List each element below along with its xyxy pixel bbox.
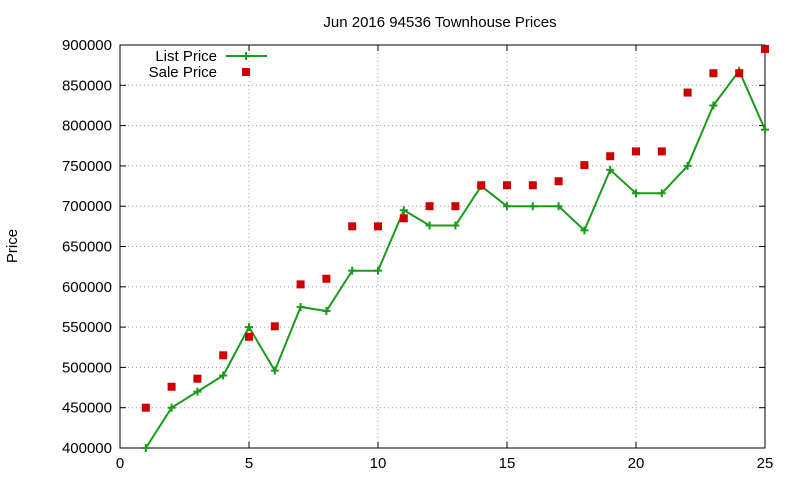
sale-price-point xyxy=(735,69,744,78)
sale-price-point xyxy=(296,280,305,289)
list-price-point xyxy=(167,403,176,412)
y-axis-label: Price xyxy=(4,229,21,263)
sale-price-point xyxy=(554,177,563,186)
y-tick-label: 650000 xyxy=(62,239,112,256)
y-tick-label: 550000 xyxy=(62,319,112,336)
y-tick-label: 600000 xyxy=(62,279,112,296)
sale-price-point xyxy=(632,147,640,156)
legend-marker-list-price xyxy=(242,52,250,60)
list-price-point xyxy=(580,226,589,235)
y-tick-label: 800000 xyxy=(62,118,112,135)
sale-price-point xyxy=(761,45,769,54)
list-price-point xyxy=(296,302,305,311)
y-tick-label: 850000 xyxy=(62,77,112,94)
sale-price-point xyxy=(580,161,589,170)
sale-price-point xyxy=(270,322,279,331)
x-tick-label: 15 xyxy=(499,455,516,472)
list-price-point xyxy=(270,366,279,375)
legend-label-list-price: List Price xyxy=(155,48,217,65)
sale-price-point xyxy=(141,403,150,412)
sale-price-point xyxy=(657,147,666,156)
sale-price-point xyxy=(709,69,718,78)
list-price-point xyxy=(425,221,434,230)
list-price-point xyxy=(322,306,331,315)
list-price-point xyxy=(219,371,228,380)
list-price-point xyxy=(683,161,692,170)
list-price-point xyxy=(141,444,150,452)
list-price-point xyxy=(709,101,718,110)
list-price-point xyxy=(193,387,202,396)
list-price-point xyxy=(503,202,511,211)
sale-price-point xyxy=(451,202,460,211)
list-price-point xyxy=(657,189,666,198)
legend-label-sale-price: Sale Price xyxy=(149,64,217,81)
x-tick-label: 10 xyxy=(370,455,387,472)
list-price-point xyxy=(606,165,615,174)
sale-price-point xyxy=(245,332,253,341)
list-price-point xyxy=(761,125,769,134)
sale-price-point xyxy=(606,152,615,161)
list-price-point xyxy=(632,189,640,198)
grid xyxy=(120,45,765,448)
sale-price-point xyxy=(477,181,486,190)
chart-title: Jun 2016 94536 Townhouse Prices xyxy=(323,14,556,31)
series-group xyxy=(141,45,769,452)
sale-price-point xyxy=(528,181,537,190)
x-tick-label: 5 xyxy=(245,455,253,472)
sale-price-point xyxy=(425,202,434,211)
y-tick-label: 400000 xyxy=(62,440,112,457)
sale-price-point xyxy=(348,222,357,231)
legend-marker-sale-price xyxy=(242,68,250,76)
axis-ticks: 0 5 10 15 20 25 400000 450000 500000 550000 600000… xyxy=(62,37,773,472)
list-price-point xyxy=(374,266,382,275)
sale-price-point xyxy=(503,181,511,190)
list-price-point xyxy=(245,323,253,332)
sale-price-point xyxy=(219,351,228,360)
list-price-point xyxy=(528,202,537,211)
y-tick-label: 900000 xyxy=(62,37,112,54)
y-tick-label: 450000 xyxy=(62,400,112,417)
x-tick-label: 0 xyxy=(116,455,124,472)
y-tick-label: 500000 xyxy=(62,359,112,376)
list-price-point xyxy=(348,266,357,275)
list-price-line xyxy=(144,68,766,449)
sale-price-point xyxy=(399,214,408,223)
sale-price-point xyxy=(167,382,176,391)
sale-price-point xyxy=(193,374,202,383)
list-price-point xyxy=(554,202,563,211)
list-price-point xyxy=(451,221,460,230)
y-tick-label: 750000 xyxy=(62,158,112,175)
x-tick-label: 25 xyxy=(757,455,774,472)
list-price-point xyxy=(399,206,408,215)
sale-price-point xyxy=(322,274,331,283)
y-tick-label: 700000 xyxy=(62,198,112,215)
sale-price-point xyxy=(683,88,692,97)
sale-price-point xyxy=(374,222,382,231)
x-tick-label: 20 xyxy=(628,455,645,472)
